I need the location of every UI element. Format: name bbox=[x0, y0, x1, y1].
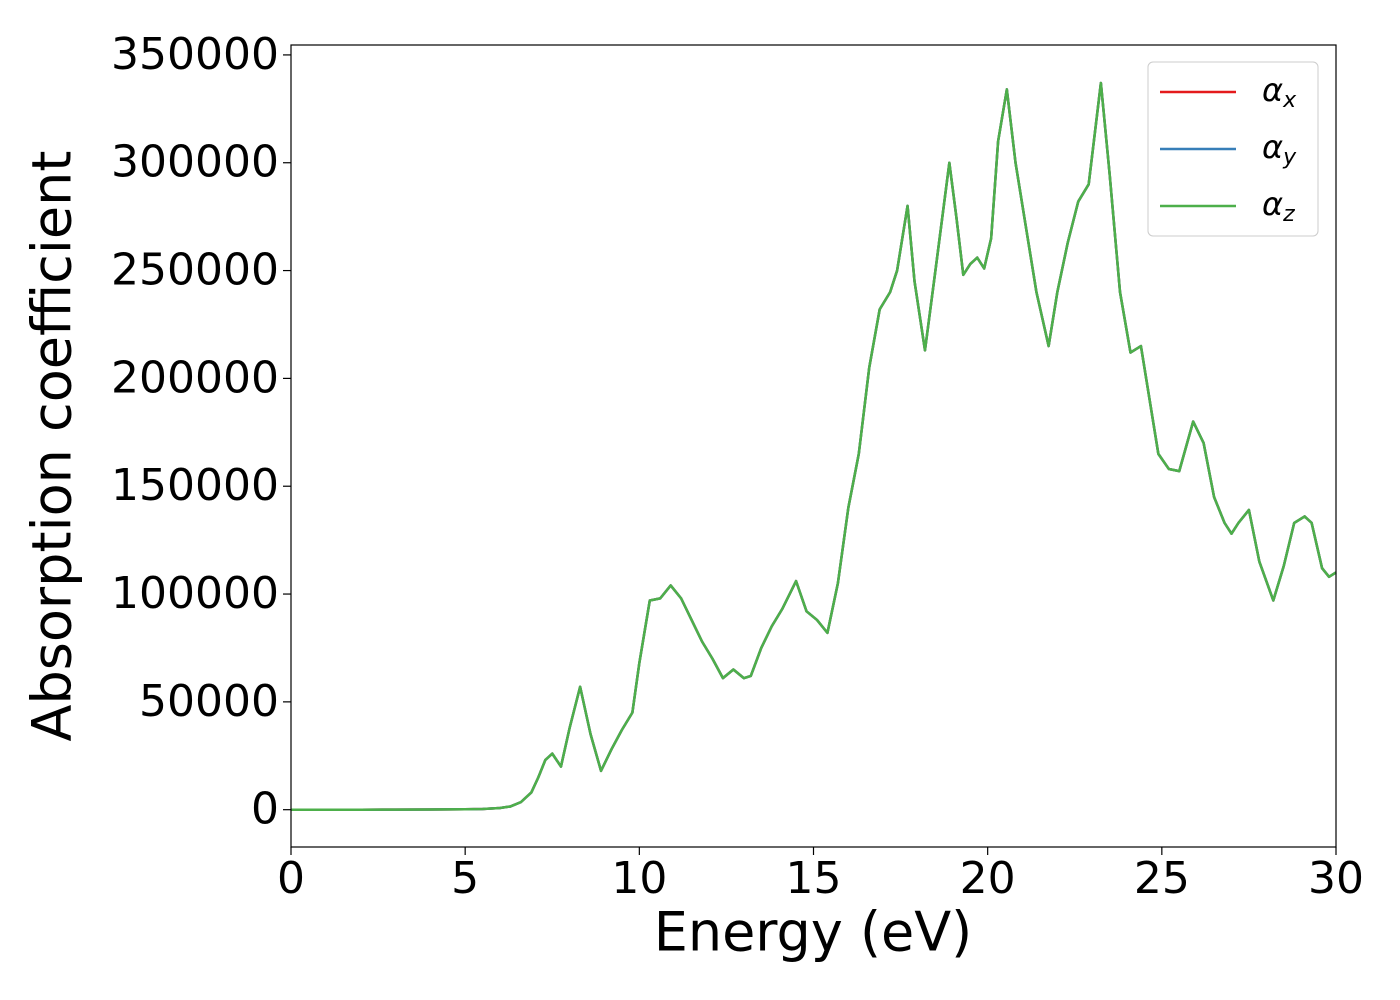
y-tick-label: 350000 bbox=[111, 29, 279, 80]
y-tick-label: 0 bbox=[251, 784, 279, 835]
legend: αx αy αz bbox=[1147, 61, 1319, 237]
x-tick-label: 10 bbox=[611, 853, 667, 904]
y-tick-label: 200000 bbox=[111, 352, 279, 403]
y-tick-label: 300000 bbox=[111, 137, 279, 188]
plot-frame bbox=[290, 44, 1337, 848]
x-tick-label: 30 bbox=[1308, 853, 1364, 904]
y-tick-label: 150000 bbox=[111, 460, 279, 511]
y-tick-label: 100000 bbox=[111, 568, 279, 619]
x-tick-label: 0 bbox=[277, 853, 305, 904]
legend-label: αz bbox=[1262, 185, 1295, 227]
x-tick-label: 5 bbox=[451, 853, 479, 904]
x-tick-label: 25 bbox=[1134, 853, 1190, 904]
y-tick-label: 50000 bbox=[139, 676, 279, 727]
legend-label: αy bbox=[1262, 128, 1297, 170]
y-axis-label: Absorption coefficient bbox=[21, 151, 84, 742]
x-tick-label: 20 bbox=[960, 853, 1016, 904]
data-line bbox=[291, 81, 1337, 811]
x-tick-label: 15 bbox=[786, 853, 842, 904]
x-axis-label: Energy (eV) bbox=[654, 901, 973, 964]
y-tick-label: 250000 bbox=[111, 245, 279, 296]
legend-label: αx bbox=[1262, 71, 1297, 113]
